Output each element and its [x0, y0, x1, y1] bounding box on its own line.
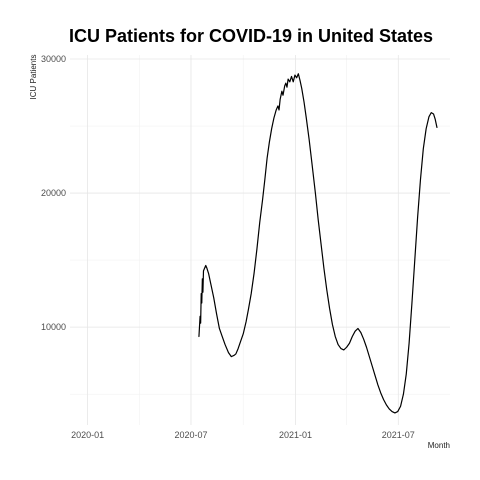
x-tick-label: 2021-01: [279, 430, 312, 440]
x-tick-label: 2020-01: [71, 430, 104, 440]
series-layer: [198, 73, 438, 414]
y-tick-label: 20000: [41, 188, 66, 198]
y-tick-label: 10000: [41, 322, 66, 332]
y-axis-ticks: 10000 20000 30000: [41, 54, 66, 332]
grid-lines: [70, 55, 450, 425]
y-axis-title: ICU Patients: [29, 55, 38, 100]
x-tick-label: 2021-07: [382, 430, 415, 440]
x-tick-label: 2020-07: [174, 430, 207, 440]
x-axis-ticks: 2020-01 2020-07 2021-01 2021-07: [71, 430, 415, 440]
y-tick-label: 30000: [41, 54, 66, 64]
icu-patients-line: [198, 73, 438, 414]
chart-title: ICU Patients for COVID-19 in United Stat…: [69, 26, 434, 46]
x-axis-title: Month: [428, 441, 450, 450]
